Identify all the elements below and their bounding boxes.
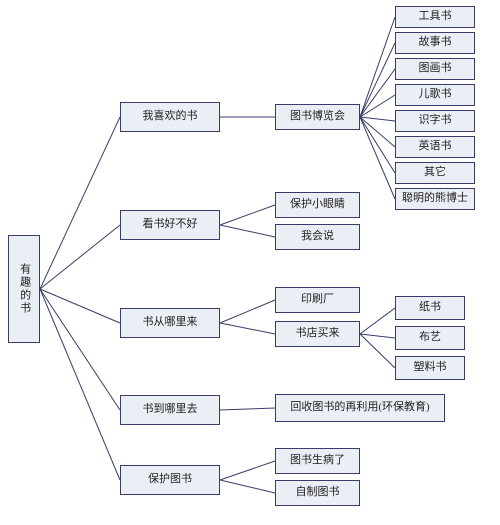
node-e1: 纸书 bbox=[395, 296, 465, 320]
node-label: 看书好不好 bbox=[143, 218, 198, 231]
node-label: 塑料书 bbox=[414, 361, 447, 374]
edge bbox=[360, 69, 395, 117]
node-label: 有趣的书 bbox=[17, 263, 30, 315]
node-label: 保护小眼睛 bbox=[290, 198, 345, 211]
node-label: 图书生病了 bbox=[290, 454, 345, 467]
node-b3: 书从哪里来 bbox=[120, 308, 220, 338]
node-label: 书从哪里来 bbox=[143, 316, 198, 329]
node-label: 纸书 bbox=[419, 301, 441, 314]
node-c3b: 书店买来 bbox=[275, 321, 360, 347]
node-d8: 聪明的熊博士 bbox=[395, 188, 475, 210]
node-d7: 其它 bbox=[395, 162, 475, 184]
edge bbox=[360, 117, 395, 173]
node-c1: 图书博览会 bbox=[275, 104, 360, 130]
node-label: 布艺 bbox=[419, 331, 441, 344]
node-b2: 看书好不好 bbox=[120, 210, 220, 240]
edge bbox=[360, 334, 395, 338]
edge bbox=[220, 205, 275, 225]
node-c3a: 印刷厂 bbox=[275, 287, 360, 313]
node-root: 有趣的书 bbox=[8, 235, 40, 343]
node-d6: 英语书 bbox=[395, 136, 475, 158]
node-label: 工具书 bbox=[419, 10, 452, 23]
node-d2: 故事书 bbox=[395, 32, 475, 54]
edge bbox=[360, 117, 395, 147]
node-label: 英语书 bbox=[419, 140, 452, 153]
node-label: 儿歌书 bbox=[419, 88, 452, 101]
node-label: 我喜欢的书 bbox=[143, 110, 198, 123]
node-label: 我会说 bbox=[301, 230, 334, 243]
edge bbox=[360, 17, 395, 117]
node-label: 图画书 bbox=[419, 62, 452, 75]
node-d3: 图画书 bbox=[395, 58, 475, 80]
node-d1: 工具书 bbox=[395, 6, 475, 28]
node-label: 保护图书 bbox=[148, 473, 192, 486]
edge bbox=[220, 408, 275, 410]
edge bbox=[40, 117, 120, 289]
edge bbox=[220, 225, 275, 237]
node-c5b: 自制图书 bbox=[275, 480, 360, 506]
edge bbox=[220, 461, 275, 480]
node-c2a: 保护小眼睛 bbox=[275, 192, 360, 218]
edge bbox=[40, 225, 120, 289]
edge bbox=[360, 308, 395, 334]
node-label: 自制图书 bbox=[296, 486, 340, 499]
node-label: 图书博览会 bbox=[290, 110, 345, 123]
node-c2b: 我会说 bbox=[275, 224, 360, 250]
edge bbox=[220, 300, 275, 323]
edge bbox=[360, 334, 395, 368]
node-e3: 塑料书 bbox=[395, 356, 465, 380]
node-label: 回收图书的再利用(环保教育) bbox=[290, 401, 429, 414]
diagram-stage: 有趣的书 我喜欢的书看书好不好书从哪里来书到哪里去保护图书 图书博览会保护小眼睛我会… bbox=[0, 0, 500, 525]
node-b4: 书到哪里去 bbox=[120, 395, 220, 425]
node-d5: 识字书 bbox=[395, 110, 475, 132]
node-label: 故事书 bbox=[419, 36, 452, 49]
node-label: 书到哪里去 bbox=[143, 403, 198, 416]
node-b5: 保护图书 bbox=[120, 465, 220, 495]
node-label: 印刷厂 bbox=[301, 293, 334, 306]
node-label: 识字书 bbox=[419, 114, 452, 127]
edge bbox=[220, 323, 275, 334]
node-label: 书店买来 bbox=[296, 327, 340, 340]
node-e2: 布艺 bbox=[395, 326, 465, 350]
node-label: 聪明的熊博士 bbox=[402, 192, 468, 205]
node-d4: 儿歌书 bbox=[395, 84, 475, 106]
edge bbox=[40, 289, 120, 410]
node-b1: 我喜欢的书 bbox=[120, 102, 220, 132]
edge bbox=[220, 480, 275, 493]
edge bbox=[360, 117, 395, 121]
node-label: 其它 bbox=[424, 166, 446, 179]
edge bbox=[360, 117, 395, 199]
node-c4: 回收图书的再利用(环保教育) bbox=[275, 394, 445, 422]
node-c5a: 图书生病了 bbox=[275, 448, 360, 474]
